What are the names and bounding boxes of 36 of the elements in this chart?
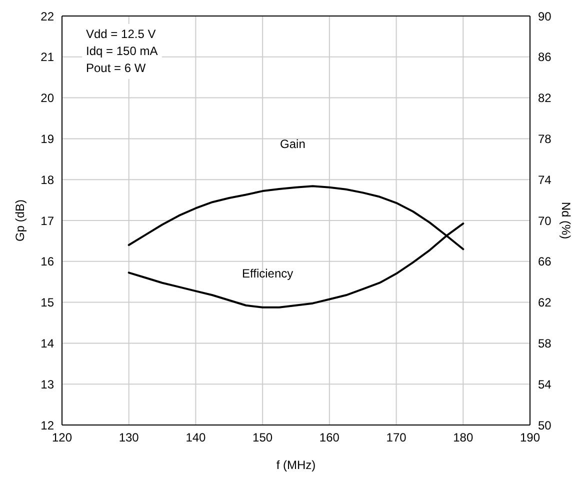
y2-tick-label: 74 (538, 172, 552, 187)
y2-tick-label: 54 (538, 377, 552, 392)
y2-tick-label: 70 (538, 214, 552, 228)
series-label: Efficiency (242, 266, 294, 280)
x-tick-label: 150 (252, 430, 273, 445)
y2-tick-label: 82 (538, 91, 552, 106)
y2-tick-label: 62 (538, 296, 552, 310)
y2-tick-label: 86 (538, 50, 552, 64)
x-tick-label: 130 (118, 430, 140, 445)
y-tick-label: 19 (40, 132, 54, 146)
y-tick-label: 15 (40, 296, 54, 310)
x-tick-label: 180 (453, 430, 474, 445)
x-tick-label: 170 (386, 430, 407, 445)
y2-tick-label: 66 (538, 254, 552, 269)
y2-tick-label: 58 (538, 336, 552, 350)
y-tick-label: 20 (40, 91, 54, 106)
y-tick-label: 17 (40, 214, 54, 228)
y-tick-label: 13 (40, 377, 54, 392)
x-tick-label: 160 (319, 430, 340, 445)
x-tick-label: 120 (52, 430, 72, 445)
y2-tick-label: 90 (538, 9, 552, 24)
y2-axis-title: Nd (%) (559, 202, 573, 240)
text: Gain (280, 137, 306, 152)
y-tick-label: 14 (40, 336, 54, 350)
y2-tick-label: 50 (538, 418, 552, 432)
x-axis-title: f (MHz) (276, 458, 316, 472)
y-axis-title: Gp (dB) (13, 199, 27, 242)
y-tick-label: 21 (40, 50, 54, 64)
y2-tick-label: 78 (538, 132, 552, 146)
x-tick-label: 190 (520, 430, 540, 445)
x-tick-label: 140 (186, 430, 206, 445)
y-tick-label: 18 (40, 172, 54, 187)
y-tick-label: 16 (40, 254, 54, 269)
y-tick-label: 22 (40, 9, 54, 24)
y-tick-label: 12 (40, 418, 54, 432)
annotation: Vdd = 12.5 V Idq = 150 mA Pout = 6 W (82, 24, 162, 79)
